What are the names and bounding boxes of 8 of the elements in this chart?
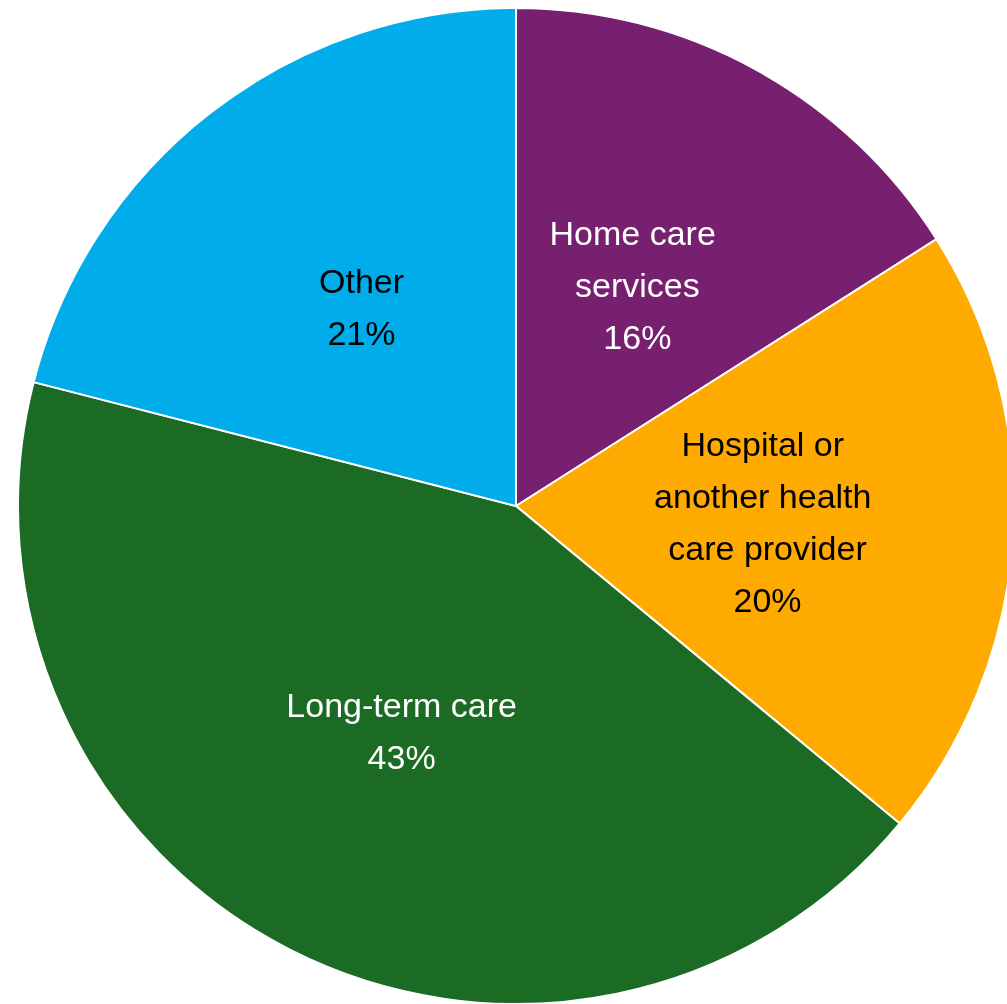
data-label: 16% — [603, 318, 672, 357]
slice-label: Long-term care — [286, 685, 517, 724]
slice-label: Other — [319, 261, 405, 300]
slice-label: Home care services — [549, 214, 726, 305]
data-label: 21% — [327, 313, 396, 352]
data-label: 20% — [733, 580, 802, 619]
slice-label: Hospital or another health care provider — [654, 424, 881, 567]
data-label: 43% — [367, 737, 436, 776]
